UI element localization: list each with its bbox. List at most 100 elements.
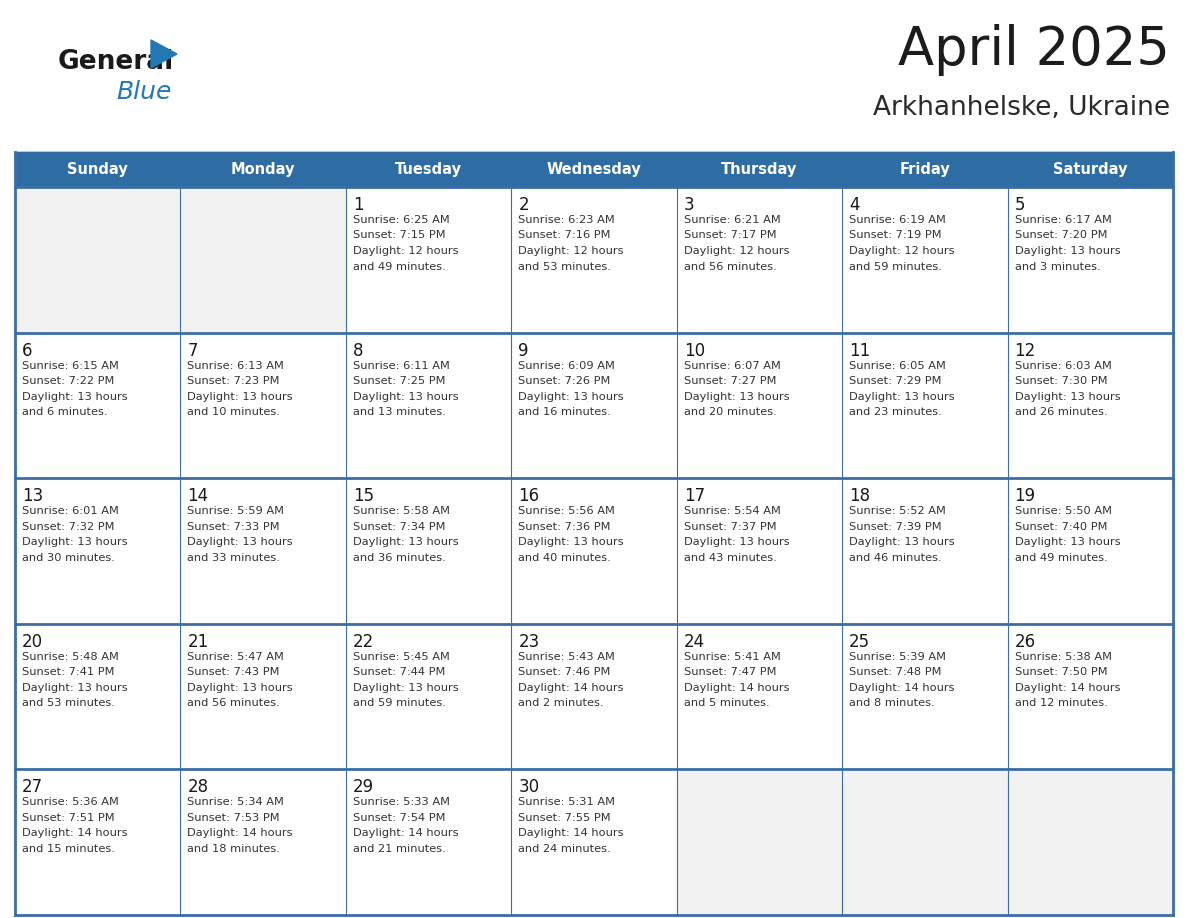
Text: Sunrise: 5:59 AM: Sunrise: 5:59 AM (188, 506, 284, 516)
Text: Sunset: 7:54 PM: Sunset: 7:54 PM (353, 813, 446, 823)
Text: Sunset: 7:33 PM: Sunset: 7:33 PM (188, 521, 280, 532)
Text: Sunrise: 5:41 AM: Sunrise: 5:41 AM (684, 652, 781, 662)
Text: Sunrise: 6:23 AM: Sunrise: 6:23 AM (518, 215, 615, 225)
Text: 25: 25 (849, 633, 871, 651)
Text: Sunset: 7:46 PM: Sunset: 7:46 PM (518, 667, 611, 677)
Text: 27: 27 (23, 778, 43, 797)
Text: Wednesday: Wednesday (546, 162, 642, 177)
Text: 3: 3 (684, 196, 694, 214)
Text: Sunset: 7:39 PM: Sunset: 7:39 PM (849, 521, 942, 532)
Text: Daylight: 13 hours: Daylight: 13 hours (353, 683, 459, 693)
Text: Sunset: 7:20 PM: Sunset: 7:20 PM (1015, 230, 1107, 241)
Text: Daylight: 13 hours: Daylight: 13 hours (684, 537, 789, 547)
Text: Sunrise: 5:54 AM: Sunrise: 5:54 AM (684, 506, 781, 516)
Text: Sunset: 7:27 PM: Sunset: 7:27 PM (684, 376, 776, 386)
Text: and 59 minutes.: and 59 minutes. (353, 699, 446, 709)
Text: Sunrise: 5:56 AM: Sunrise: 5:56 AM (518, 506, 615, 516)
Text: and 10 minutes.: and 10 minutes. (188, 407, 280, 417)
Text: Tuesday: Tuesday (396, 162, 462, 177)
Text: 22: 22 (353, 633, 374, 651)
Text: and 21 minutes.: and 21 minutes. (353, 844, 446, 854)
Text: General: General (58, 49, 175, 75)
Text: 19: 19 (1015, 487, 1036, 505)
Text: Sunrise: 6:05 AM: Sunrise: 6:05 AM (849, 361, 946, 371)
Text: 24: 24 (684, 633, 704, 651)
Text: Arkhanhelske, Ukraine: Arkhanhelske, Ukraine (873, 95, 1170, 121)
Bar (677, 769, 842, 915)
Text: Daylight: 13 hours: Daylight: 13 hours (23, 537, 127, 547)
Text: Sunrise: 5:50 AM: Sunrise: 5:50 AM (1015, 506, 1112, 516)
Text: and 8 minutes.: and 8 minutes. (849, 699, 935, 709)
Text: Sunrise: 5:43 AM: Sunrise: 5:43 AM (518, 652, 615, 662)
Text: Sunrise: 6:11 AM: Sunrise: 6:11 AM (353, 361, 450, 371)
Text: Sunset: 7:30 PM: Sunset: 7:30 PM (1015, 376, 1107, 386)
Text: and 13 minutes.: and 13 minutes. (353, 407, 446, 417)
Bar (15, 769, 1173, 915)
Text: Sunset: 7:22 PM: Sunset: 7:22 PM (23, 376, 114, 386)
Text: Sunrise: 5:33 AM: Sunrise: 5:33 AM (353, 798, 450, 808)
Bar (15, 152, 1173, 155)
Text: Sunset: 7:48 PM: Sunset: 7:48 PM (849, 667, 942, 677)
Text: Daylight: 14 hours: Daylight: 14 hours (849, 683, 955, 693)
Text: Daylight: 12 hours: Daylight: 12 hours (849, 246, 955, 256)
Text: Daylight: 12 hours: Daylight: 12 hours (684, 246, 789, 256)
Text: Sunset: 7:16 PM: Sunset: 7:16 PM (518, 230, 611, 241)
Text: Sunrise: 5:36 AM: Sunrise: 5:36 AM (23, 798, 119, 808)
Text: Sunrise: 6:07 AM: Sunrise: 6:07 AM (684, 361, 781, 371)
Text: Daylight: 14 hours: Daylight: 14 hours (684, 683, 789, 693)
Text: Sunset: 7:55 PM: Sunset: 7:55 PM (518, 813, 611, 823)
Text: and 46 minutes.: and 46 minutes. (849, 553, 942, 563)
Text: 6: 6 (23, 341, 32, 360)
Text: Sunrise: 6:13 AM: Sunrise: 6:13 AM (188, 361, 284, 371)
Text: Sunset: 7:25 PM: Sunset: 7:25 PM (353, 376, 446, 386)
Text: Sunset: 7:32 PM: Sunset: 7:32 PM (23, 521, 114, 532)
Text: Friday: Friday (899, 162, 950, 177)
Bar (842, 769, 1007, 915)
Text: 11: 11 (849, 341, 871, 360)
Text: Sunset: 7:15 PM: Sunset: 7:15 PM (353, 230, 446, 241)
Bar (15, 478, 1173, 624)
Text: Daylight: 13 hours: Daylight: 13 hours (23, 683, 127, 693)
Text: Thursday: Thursday (721, 162, 797, 177)
Text: Daylight: 14 hours: Daylight: 14 hours (518, 683, 624, 693)
Text: Daylight: 13 hours: Daylight: 13 hours (518, 392, 624, 401)
Text: Sunrise: 5:39 AM: Sunrise: 5:39 AM (849, 652, 946, 662)
Text: 18: 18 (849, 487, 871, 505)
Text: Sunrise: 6:03 AM: Sunrise: 6:03 AM (1015, 361, 1112, 371)
Text: 2: 2 (518, 196, 529, 214)
Bar (15, 624, 1173, 769)
Text: Sunset: 7:41 PM: Sunset: 7:41 PM (23, 667, 114, 677)
Text: Sunset: 7:43 PM: Sunset: 7:43 PM (188, 667, 280, 677)
Text: 12: 12 (1015, 341, 1036, 360)
Text: 8: 8 (353, 341, 364, 360)
Text: Sunrise: 6:21 AM: Sunrise: 6:21 AM (684, 215, 781, 225)
Text: 23: 23 (518, 633, 539, 651)
Text: April 2025: April 2025 (898, 24, 1170, 76)
Text: 7: 7 (188, 341, 198, 360)
Text: Daylight: 14 hours: Daylight: 14 hours (1015, 683, 1120, 693)
Text: and 30 minutes.: and 30 minutes. (23, 553, 115, 563)
Text: Sunset: 7:23 PM: Sunset: 7:23 PM (188, 376, 280, 386)
Text: 26: 26 (1015, 633, 1036, 651)
Text: Sunrise: 6:15 AM: Sunrise: 6:15 AM (23, 361, 119, 371)
Text: Daylight: 13 hours: Daylight: 13 hours (188, 683, 293, 693)
Text: Sunset: 7:44 PM: Sunset: 7:44 PM (353, 667, 446, 677)
Text: Sunrise: 5:38 AM: Sunrise: 5:38 AM (1015, 652, 1112, 662)
Text: Sunset: 7:19 PM: Sunset: 7:19 PM (849, 230, 942, 241)
Text: and 49 minutes.: and 49 minutes. (1015, 553, 1107, 563)
Text: Sunday: Sunday (68, 162, 128, 177)
Text: 29: 29 (353, 778, 374, 797)
Text: Daylight: 13 hours: Daylight: 13 hours (188, 537, 293, 547)
Bar (15, 332, 1173, 478)
Text: and 16 minutes.: and 16 minutes. (518, 407, 611, 417)
Text: 17: 17 (684, 487, 704, 505)
Text: and 59 minutes.: and 59 minutes. (849, 262, 942, 272)
Bar (15, 187, 181, 332)
Text: and 40 minutes.: and 40 minutes. (518, 553, 611, 563)
Text: and 56 minutes.: and 56 minutes. (684, 262, 777, 272)
Text: Sunrise: 5:34 AM: Sunrise: 5:34 AM (188, 798, 284, 808)
Text: Sunset: 7:34 PM: Sunset: 7:34 PM (353, 521, 446, 532)
Text: and 53 minutes.: and 53 minutes. (518, 262, 611, 272)
Text: 4: 4 (849, 196, 860, 214)
Text: Daylight: 13 hours: Daylight: 13 hours (849, 392, 955, 401)
